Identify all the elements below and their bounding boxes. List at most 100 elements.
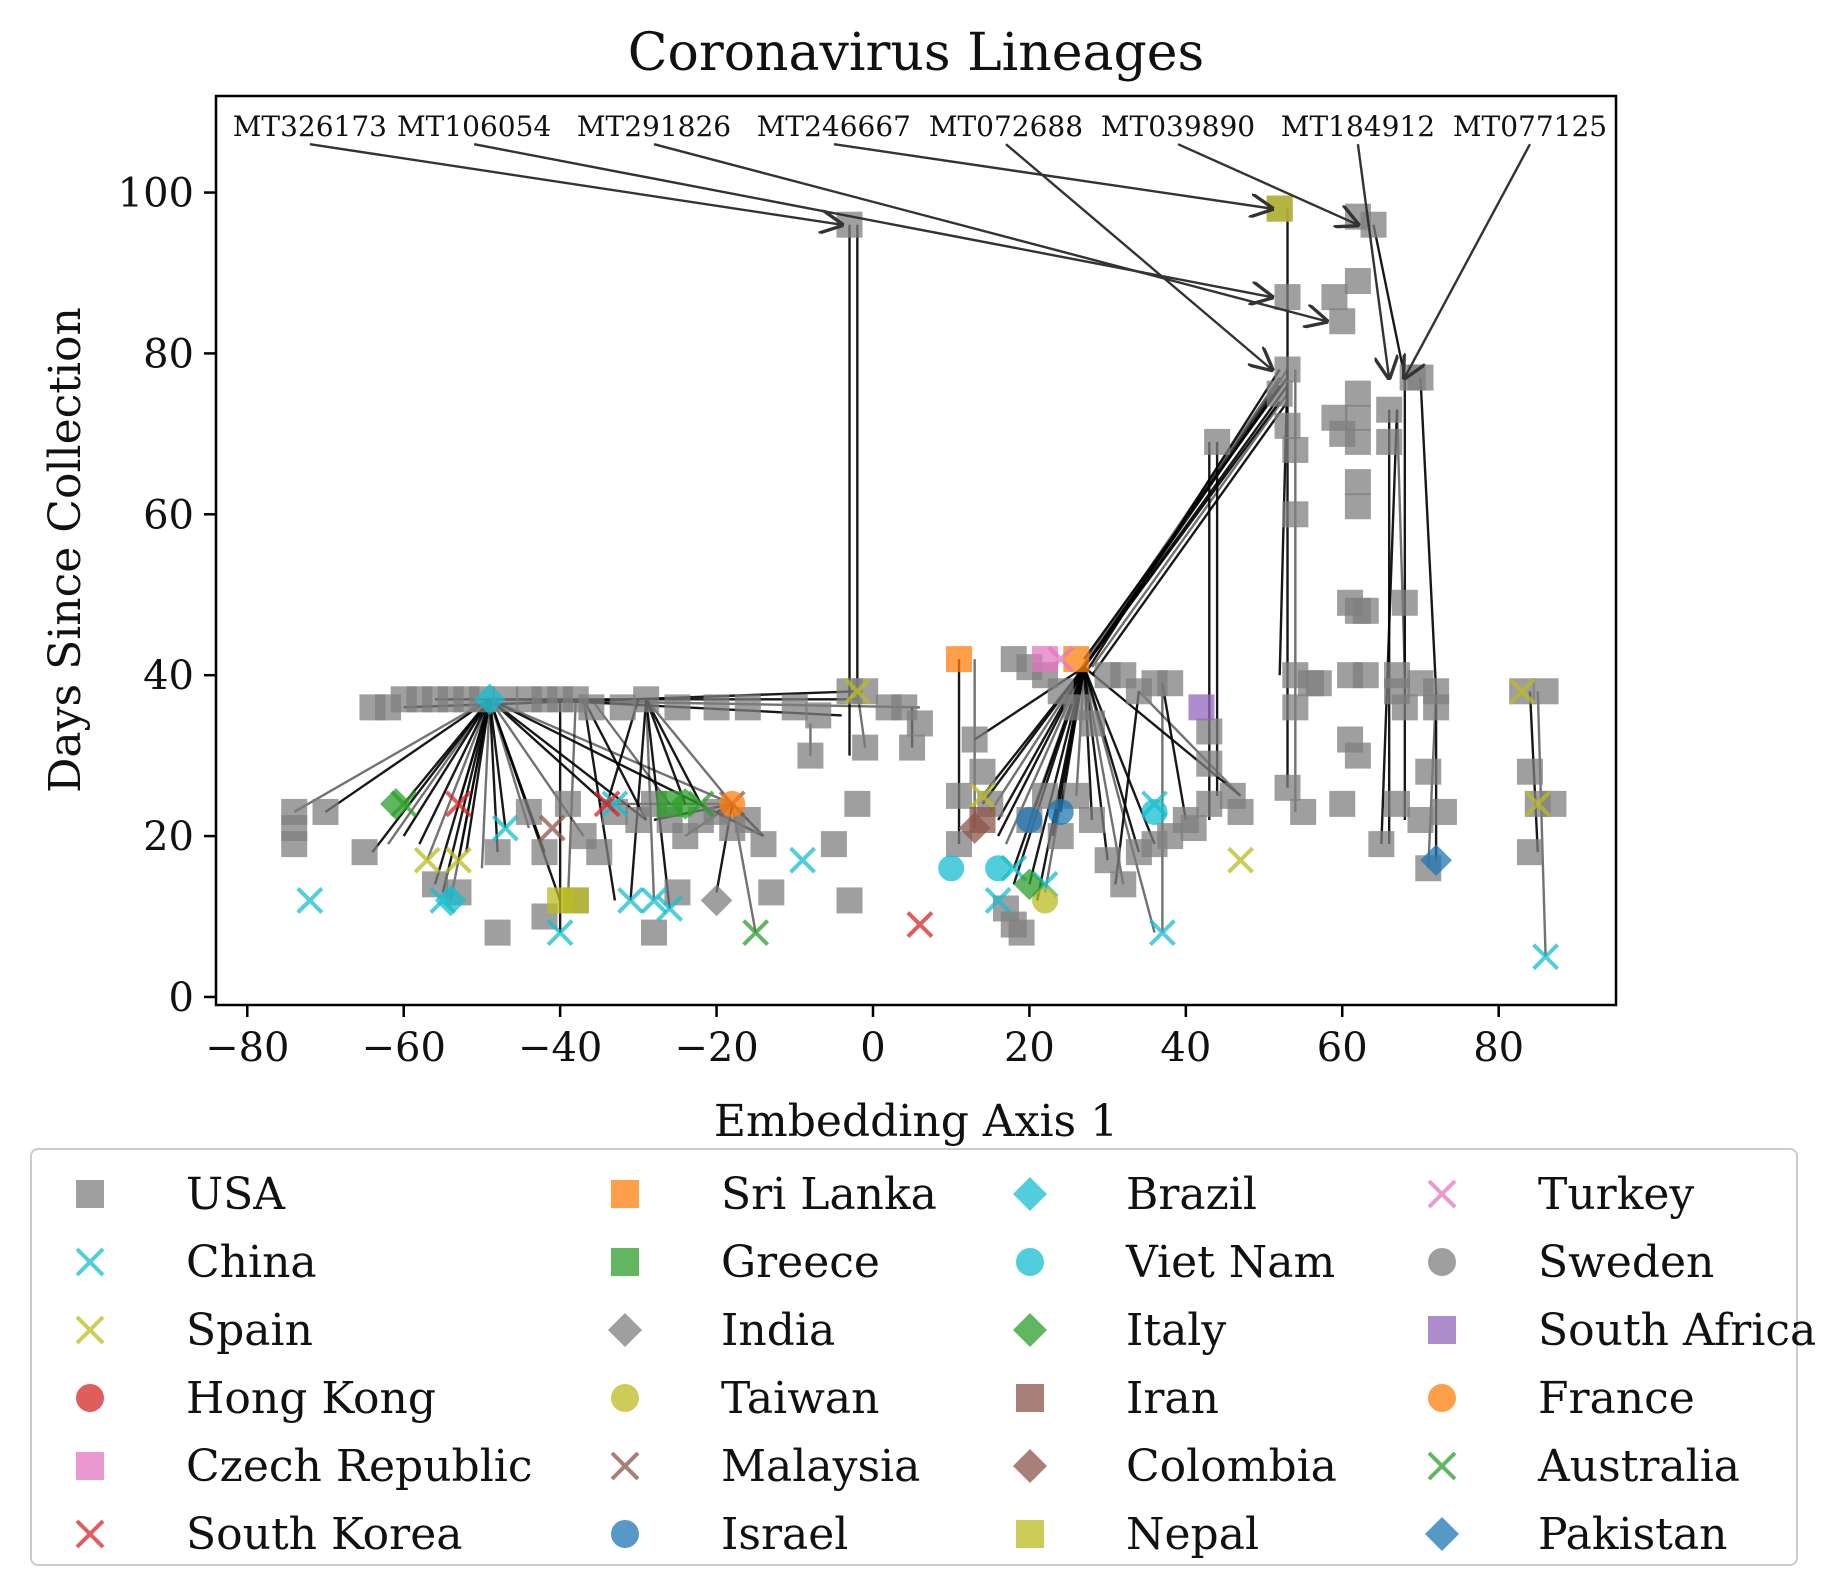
lineage-edge: [1075, 376, 1281, 676]
data-point-australia: [742, 919, 770, 947]
series-pakistan: [1420, 844, 1452, 877]
annotation-label: MT106054: [397, 110, 551, 143]
data-point-usa: [351, 839, 378, 866]
legend-marker-sweden: [1428, 1248, 1456, 1276]
lineage-edge: [1138, 690, 1242, 797]
data-point-usa: [946, 782, 973, 809]
series-france: [719, 790, 746, 817]
x-tick-label: 0: [860, 1025, 885, 1071]
data-point-china: [984, 887, 1012, 914]
legend-entry-south-korea: South Korea: [32, 1504, 462, 1564]
data-point-usa: [1352, 597, 1379, 624]
data-point-china: [1148, 919, 1176, 947]
data-point-usa: [1008, 919, 1035, 946]
y-tick-label: 40: [143, 653, 194, 699]
legend-entry-greece: Greece: [567, 1232, 880, 1292]
data-point-usa: [1407, 806, 1434, 833]
data-point-usa: [1329, 308, 1356, 335]
x-tick-label: −20: [674, 1025, 758, 1071]
data-point-usa: [1274, 774, 1301, 801]
legend-marker-czech-republic: [76, 1452, 104, 1480]
data-point-usa: [1274, 284, 1301, 311]
legend-marker-shape: [75, 1519, 105, 1549]
y-tick-label: 100: [118, 171, 194, 217]
data-point-usa: [586, 839, 613, 866]
lineage-edge: [324, 698, 491, 813]
legend-marker-south-africa: [1428, 1316, 1456, 1344]
legend-marker-shape: [1427, 1451, 1457, 1481]
data-point-usa: [1305, 670, 1332, 697]
legend-marker-shape: [1016, 1384, 1044, 1412]
lineage-edge: [1083, 400, 1281, 668]
data-point-china: [1532, 943, 1560, 971]
legend-marker-shape: [76, 1180, 104, 1208]
legend-label: Iran: [1126, 1372, 1219, 1424]
legend-label: Pakistan: [1538, 1508, 1728, 1560]
data-point-viet-nam: [985, 855, 1012, 882]
data-point-usa: [1204, 428, 1231, 455]
data-point-usa: [899, 734, 926, 761]
legend-label: Sri Lanka: [721, 1168, 937, 1220]
legend-label: India: [721, 1304, 836, 1356]
data-point-usa: [1430, 798, 1457, 825]
data-point-brazil: [434, 884, 467, 917]
legend-entry-viet-nam: Viet Nam: [972, 1232, 1335, 1292]
data-point-usa: [1344, 404, 1371, 431]
legend-entry-spain: Spain: [32, 1300, 313, 1360]
data-point-usa: [1352, 662, 1379, 689]
data-point-usa: [844, 790, 871, 817]
annotation-arrow: [833, 142, 1272, 208]
data-point-usa: [1180, 815, 1207, 842]
data-point-usa: [1376, 396, 1403, 423]
annotation-label: MT246667: [757, 110, 911, 143]
legend-label: Australia: [1538, 1440, 1741, 1492]
legend-label: Nepal: [1126, 1508, 1260, 1560]
series-colombia: [958, 812, 991, 844]
data-point-usa: [1344, 469, 1371, 496]
data-point-israel: [1047, 798, 1074, 825]
data-point-usa: [906, 710, 933, 737]
y-tick-label: 80: [143, 331, 194, 377]
lineage-edge: [418, 698, 491, 845]
data-point-usa: [1540, 790, 1567, 817]
data-point-usa: [1266, 380, 1293, 407]
data-point-usa: [1274, 412, 1301, 439]
lineage-edge: [480, 699, 491, 869]
lineage-edge: [1091, 400, 1289, 676]
legend-marker-brazil: [1012, 1176, 1048, 1212]
x-tick-label: 40: [1160, 1025, 1211, 1071]
data-point-china: [491, 814, 519, 842]
x-tick-label: −60: [361, 1025, 445, 1071]
data-point-usa: [484, 839, 511, 866]
data-point-usa: [1532, 678, 1559, 705]
lineage-edge: [402, 698, 491, 837]
data-point-usa: [1196, 790, 1223, 817]
data-point-nepal: [562, 887, 589, 914]
legend-marker-china: [75, 1247, 105, 1277]
legend-label: Hong Kong: [186, 1372, 437, 1424]
data-point-usa: [703, 694, 730, 721]
legend-marker-shape: [1428, 1384, 1456, 1412]
data-point-italy: [380, 788, 412, 820]
series-spain: [413, 677, 1552, 874]
data-point-china: [601, 790, 629, 818]
data-point-usa: [1384, 790, 1411, 817]
data-point-usa: [1047, 823, 1074, 850]
legend-label: Colombia: [1126, 1440, 1337, 1492]
lineage-edges: [293, 208, 1547, 957]
data-point-taiwan: [1032, 887, 1059, 914]
data-point-usa: [1078, 710, 1105, 737]
legend-label: Spain: [186, 1304, 313, 1356]
legend-label: France: [1538, 1372, 1695, 1424]
legend-entry-india: India: [567, 1300, 835, 1360]
data-point-usa: [1423, 694, 1450, 721]
legend-entry-usa: USA: [32, 1164, 285, 1224]
annotation-arrow: [653, 143, 1326, 321]
data-point-usa: [820, 831, 847, 858]
lineage-edge: [488, 699, 507, 829]
data-point-usa: [1282, 694, 1309, 721]
data-point-usa: [1196, 718, 1223, 745]
legend-marker-sri-lanka: [611, 1180, 639, 1208]
plot-area: [281, 195, 1567, 971]
legend-marker-malaysia: [610, 1451, 640, 1481]
